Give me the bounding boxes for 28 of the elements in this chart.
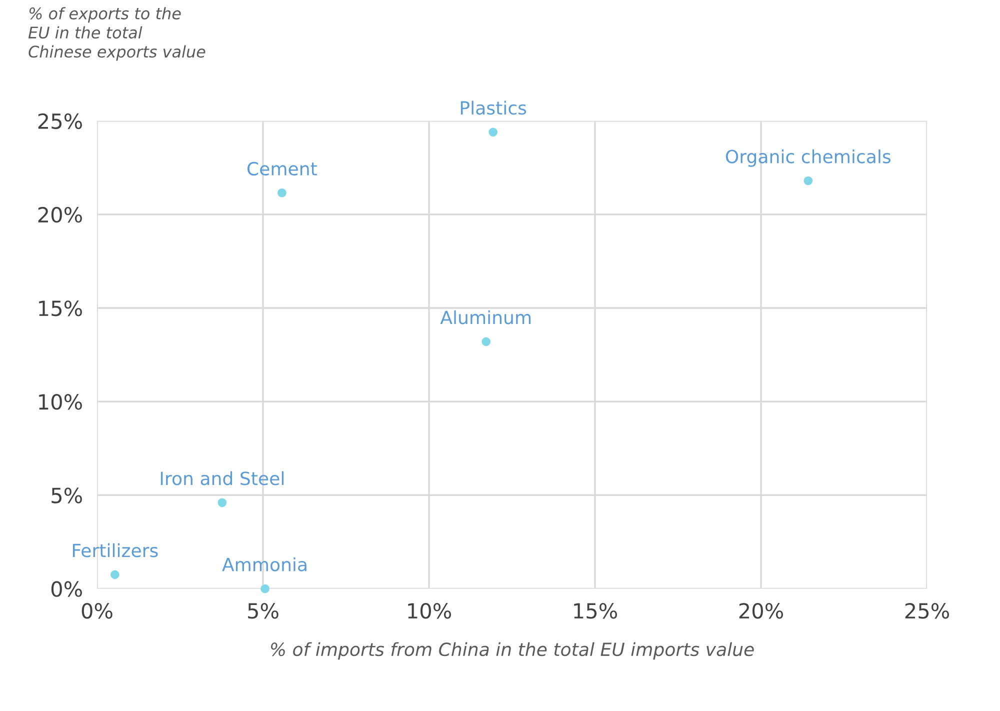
annotation: Fertilizers (72, 543, 158, 558)
y-tick-label: 10% (39, 394, 82, 410)
x-axis-title: % of imports from China in the total EU imports value (270, 642, 754, 660)
point (278, 188, 286, 198)
annotation: Ammonia (222, 557, 306, 572)
y-tick-label: 25% (38, 113, 82, 130)
x-tick-label: 0% (82, 602, 112, 619)
annotation: Cement (247, 162, 317, 176)
y-tick-label: 20% (38, 206, 82, 223)
annotation: Plastics (460, 100, 526, 115)
x-tick-label: 10% (408, 602, 452, 619)
point (488, 128, 498, 136)
point (260, 584, 270, 594)
point (804, 176, 813, 186)
y-tick-label: 0% (51, 581, 82, 597)
y-tick-label: 5% (52, 488, 82, 504)
y-tick-label: 15% (39, 300, 82, 316)
y-axis-title: % of exports to the EU in the total Chinese exports value (28, 7, 206, 61)
annotation: Iron and Steel (160, 471, 284, 486)
point (218, 498, 227, 508)
annotation: Organic chemicals (726, 149, 890, 167)
x-tick-label: 5% (248, 602, 278, 619)
x-tick-label: 15% (574, 602, 618, 619)
x-tick-label: 20% (739, 602, 784, 619)
x-tick-label: 25% (905, 602, 950, 619)
annotation: Aluminum (440, 310, 531, 324)
point (482, 337, 490, 346)
point (110, 570, 120, 580)
